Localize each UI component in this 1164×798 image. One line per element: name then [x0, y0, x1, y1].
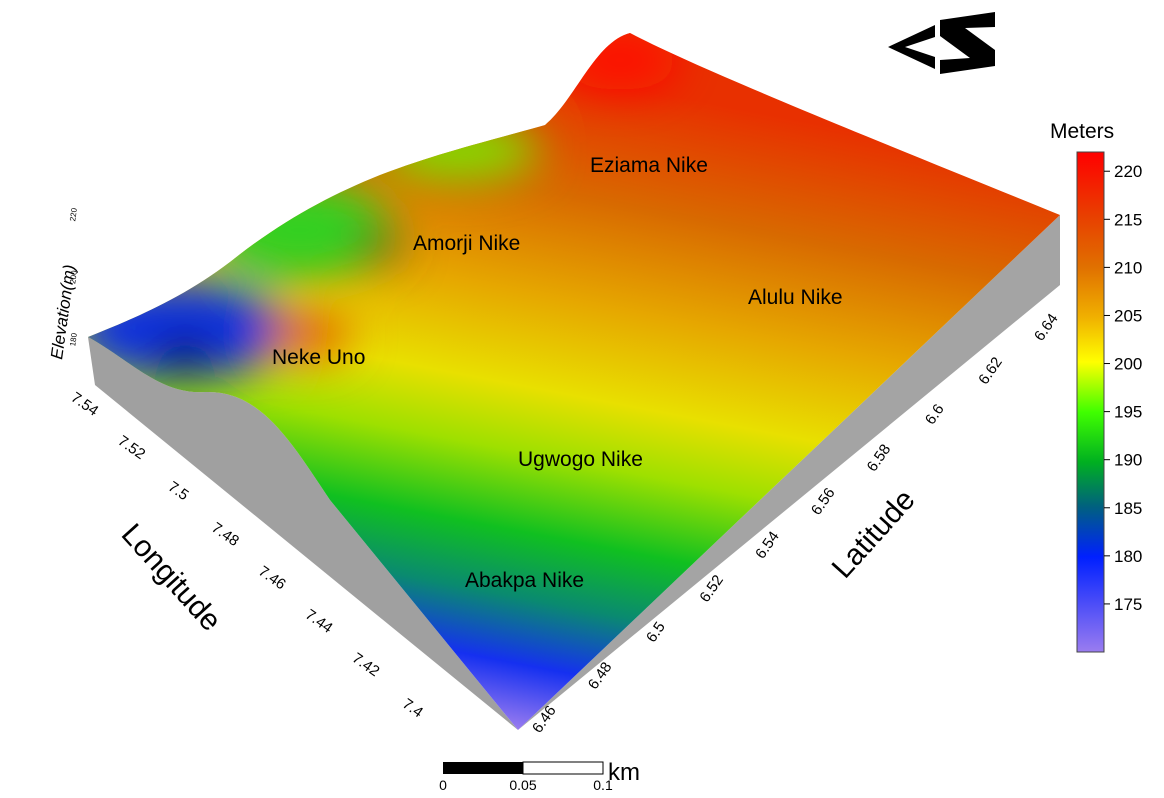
scale-unit: km [608, 759, 640, 786]
place-label: Eziama Nike [590, 154, 708, 177]
place-label: Neke Uno [272, 346, 365, 369]
scale-tick-label: 0.05 [509, 777, 536, 793]
colorbar [1077, 152, 1104, 652]
elevation-tick-label: 220 [68, 207, 79, 222]
latitude-tick-label: 6.58 [864, 441, 895, 475]
scale-bar-black [443, 762, 523, 774]
colorbar-tick-label: 200 [1114, 355, 1142, 374]
page: Eziama Nike Amorji Nike Alulu Nike Neke … [0, 0, 1164, 798]
map: Eziama Nike Amorji Nike Alulu Nike Neke … [0, 0, 1164, 793]
place-label: Alulu Nike [748, 286, 843, 309]
scale-tick-label: 0 [439, 777, 447, 793]
place-label: Ugwogo Nike [518, 448, 643, 471]
axis-title: Longitude [115, 518, 228, 638]
longitude-tick-label: 7.54 [68, 389, 102, 420]
axis-title: Latitude [826, 483, 922, 584]
north-arrow [888, 12, 995, 74]
colorbar-tick-label: 195 [1114, 403, 1142, 422]
longitude-tick-label: 7.46 [255, 563, 289, 594]
longitude-tick-label: 7.5 [165, 478, 192, 504]
latitude-tick-label: 6.62 [975, 354, 1006, 388]
elevation-tick-label: 200 [68, 269, 79, 284]
place-label: Abakpa Nike [465, 569, 584, 592]
colorbar-tick-label: 215 [1114, 210, 1142, 229]
longitude-tick-label: 7.4 [399, 695, 426, 721]
scale-tick-label: 0.1 [593, 777, 613, 793]
colorbar-tick-label: 210 [1114, 258, 1142, 277]
colorbar-tick-label: 220 [1114, 162, 1142, 181]
latitude-tick-label: 6.56 [808, 485, 839, 519]
scale-bar-white [523, 762, 603, 774]
colorbar-tick-label: 205 [1114, 306, 1142, 325]
colorbar-tick-label: 190 [1114, 451, 1142, 470]
colorbar-tick-label: 180 [1114, 547, 1142, 566]
longitude-tick-label: 7.44 [302, 606, 336, 637]
longitude-tick-label: 7.48 [208, 519, 242, 550]
place-label: Amorji Nike [413, 232, 520, 255]
colorbar-tick-label: 185 [1114, 499, 1142, 518]
longitude-tick-label: 7.42 [349, 650, 383, 681]
latitude-tick-label: 6.6 [922, 401, 948, 428]
latitude-tick-label: 6.64 [1031, 311, 1062, 345]
colorbar-tick-label: 175 [1114, 595, 1142, 614]
colorbar-title: Meters [1050, 120, 1114, 143]
elevation-tick-label: 180 [68, 332, 79, 347]
longitude-tick-label: 7.52 [115, 432, 149, 463]
